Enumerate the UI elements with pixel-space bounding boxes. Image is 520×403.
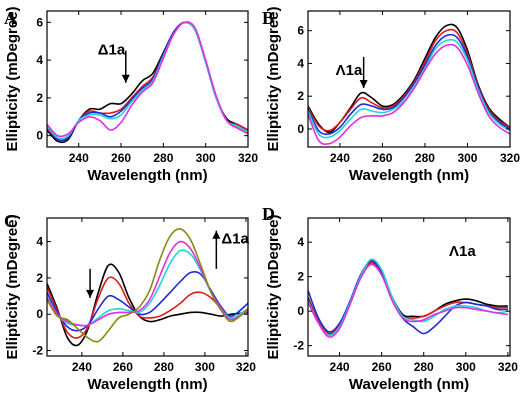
x-tick-label: 320: [498, 360, 518, 374]
y-tick-label: 4: [36, 235, 43, 249]
y-axis-title: Ellipticity (mDegree): [4, 6, 21, 151]
x-axis-title: Wavelength (nm): [87, 376, 207, 393]
y-tick-label: 4: [297, 235, 304, 249]
annotation-arrow-head: [359, 80, 368, 89]
series-group: [308, 258, 509, 338]
x-axis-title: Wavelength (nm): [349, 376, 469, 393]
y-tick-label: 2: [297, 89, 304, 103]
series-line-red: [308, 28, 510, 132]
annotation-label: Δ1a: [98, 41, 126, 58]
panel-a: 240 260 280 300 320 0 2 4 6 Wavelength (nm) Ellipt…: [4, 6, 258, 184]
x-tick-label: 240: [330, 360, 350, 374]
series-group: [47, 228, 248, 347]
x-tick-label: 280: [153, 151, 173, 165]
y-axis-title: Ellipticity (mDegree): [4, 214, 21, 359]
y-tick-label: 0: [36, 129, 43, 143]
annotation-label: Λ1a: [336, 62, 363, 79]
y-axis-title: Ellipticity (mDegree): [265, 6, 282, 151]
plot-frame: [46, 217, 249, 357]
series-line-red: [47, 276, 248, 339]
y-tick-label: 2: [36, 91, 43, 105]
x-tick-label: 300: [456, 360, 476, 374]
x-tick-label: 320: [238, 151, 258, 165]
panel-letter: D: [262, 204, 275, 224]
series-line-magenta: [308, 43, 510, 146]
series-line-magenta: [308, 263, 509, 338]
x-tick-label: 300: [196, 151, 216, 165]
x-tick-label: 280: [414, 360, 434, 374]
panel-letter: B: [262, 8, 274, 28]
panel-c: 240 260 280 300 320 -2 0 2 4 Wavelength (nm) Ellip…: [4, 211, 256, 393]
y-tick-label: 2: [297, 270, 304, 284]
x-axis-title: Wavelength (nm): [349, 167, 469, 184]
annotation-arrow-head: [86, 289, 95, 298]
plot-frame: [307, 217, 511, 357]
panel-b: 240 260 280 300 320 0 2 4 6 Wavelength (nm) Ellipt…: [262, 6, 520, 184]
y-tick-label: 4: [297, 56, 304, 70]
series-line-magenta: [47, 21, 248, 138]
y-tick-label: 6: [297, 24, 304, 38]
x-tick-label: 320: [500, 151, 520, 165]
plot-frame: [307, 10, 511, 148]
x-tick-label: 240: [72, 360, 92, 374]
y-tick-label: -2: [293, 339, 304, 353]
x-axis-title: Wavelength (nm): [87, 167, 207, 184]
y-tick-label: 0: [36, 307, 43, 321]
x-tick-label: 300: [195, 360, 215, 374]
x-tick-label: 280: [154, 360, 174, 374]
series-group: [47, 21, 248, 144]
series-group: [308, 23, 510, 146]
y-tick-label: 2: [36, 271, 43, 285]
x-tick-label: 260: [113, 360, 133, 374]
x-tick-label: 260: [372, 151, 392, 165]
annotation-arrow-head: [212, 230, 221, 239]
x-tick-label: 240: [69, 151, 89, 165]
x-tick-label: 260: [372, 360, 392, 374]
y-tick-label: -2: [32, 344, 43, 358]
series-line-black: [47, 263, 248, 347]
annotation-label: Λ1a: [449, 243, 476, 260]
series-line-olive: [47, 228, 248, 343]
panel-d: 240 260 280 300 320 -2 0 2 4 Wavelength (nm) Ellip…: [262, 204, 518, 393]
annotation-arrow-head: [121, 74, 130, 83]
y-tick-label: 4: [36, 53, 43, 67]
panel-letter: A: [4, 8, 17, 28]
x-tick-label: 240: [330, 151, 350, 165]
series-line-blue: [308, 33, 510, 135]
series-line-cyan: [47, 249, 248, 327]
plot-frame: [46, 10, 249, 148]
series-line-cyan: [47, 21, 248, 140]
panel-letter: C: [4, 211, 17, 231]
series-line-blue: [308, 260, 508, 335]
annotation-label: Δ1a: [221, 230, 249, 247]
y-tick-label: 0: [297, 304, 304, 318]
x-tick-label: 260: [111, 151, 131, 165]
x-tick-label: 280: [415, 151, 435, 165]
y-axis-title: Ellipticity (mDegree): [265, 214, 282, 359]
x-tick-label: 300: [457, 151, 477, 165]
y-tick-label: 6: [36, 15, 43, 29]
series-line-cyan: [308, 38, 510, 139]
y-tick-label: 0: [297, 122, 304, 136]
x-tick-label: 320: [236, 360, 256, 374]
